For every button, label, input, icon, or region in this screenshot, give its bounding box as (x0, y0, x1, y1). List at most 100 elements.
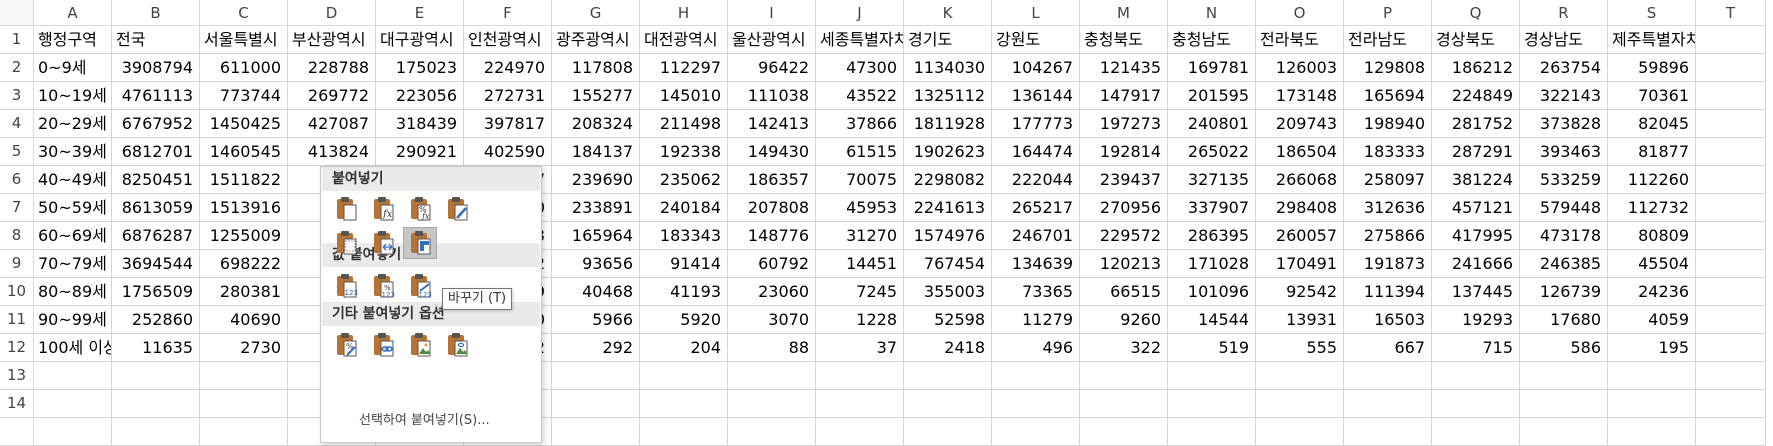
cell[interactable]: 11279 (992, 306, 1080, 334)
cell[interactable]: 229572 (1080, 222, 1168, 250)
cell[interactable]: 세종특별자치시 (816, 26, 904, 54)
cell[interactable]: 496 (992, 334, 1080, 362)
paste-transpose-icon[interactable] (403, 227, 437, 259)
cell[interactable]: 318439 (376, 110, 464, 138)
row-header[interactable]: 14 (0, 390, 34, 418)
cell[interactable]: 20~29세 (34, 110, 112, 138)
cell[interactable]: 96422 (728, 54, 816, 82)
cell[interactable]: 19293 (1432, 306, 1520, 334)
cell[interactable]: 37866 (816, 110, 904, 138)
cell[interactable]: 337907 (1168, 194, 1256, 222)
cell[interactable]: 322143 (1520, 82, 1608, 110)
row-header[interactable]: 7 (0, 194, 34, 222)
cell[interactable]: 145010 (640, 82, 728, 110)
cell[interactable] (1432, 362, 1520, 390)
cell[interactable]: 204 (640, 334, 728, 362)
cell[interactable]: 70075 (816, 166, 904, 194)
cell[interactable]: 100세 이상 (34, 334, 112, 362)
cell[interactable]: 373828 (1520, 110, 1608, 138)
cell[interactable]: 402590 (464, 138, 552, 166)
cell[interactable]: 312636 (1344, 194, 1432, 222)
column-header-P[interactable]: P (1344, 0, 1432, 26)
cell[interactable]: 186357 (728, 166, 816, 194)
cell[interactable]: 1756509 (112, 278, 200, 306)
cell[interactable] (1256, 362, 1344, 390)
cell[interactable] (1696, 306, 1766, 334)
cell[interactable] (640, 390, 728, 418)
cell[interactable]: 16503 (1344, 306, 1432, 334)
cell[interactable]: 73365 (992, 278, 1080, 306)
cell[interactable]: 40690 (200, 306, 288, 334)
cell[interactable] (1080, 390, 1168, 418)
cell[interactable] (1080, 362, 1168, 390)
cell[interactable]: 전라남도 (1344, 26, 1432, 54)
paste-values-icon[interactable]: 123 (329, 270, 363, 302)
cell[interactable] (1520, 362, 1608, 390)
cell[interactable]: 183343 (640, 222, 728, 250)
cell[interactable]: 7245 (816, 278, 904, 306)
cell[interactable]: 50~59세 (34, 194, 112, 222)
cell[interactable]: 155277 (552, 82, 640, 110)
cell[interactable]: 171028 (1168, 250, 1256, 278)
cell[interactable]: 269772 (288, 82, 376, 110)
paste-keep-source-formatting-icon[interactable] (440, 193, 474, 225)
cell[interactable]: 246701 (992, 222, 1080, 250)
column-header-H[interactable]: H (640, 0, 728, 26)
cell[interactable]: 경기도 (904, 26, 992, 54)
paste-no-borders-icon[interactable] (329, 227, 363, 259)
cell[interactable] (728, 418, 816, 446)
cell[interactable] (1696, 166, 1766, 194)
cell[interactable]: 197273 (1080, 110, 1168, 138)
cell[interactable]: 322 (1080, 334, 1168, 362)
cell[interactable]: 93656 (552, 250, 640, 278)
cell[interactable]: 충청북도 (1080, 26, 1168, 54)
cell[interactable] (1432, 390, 1520, 418)
cell[interactable] (992, 390, 1080, 418)
cell[interactable] (992, 418, 1080, 446)
column-header-B[interactable]: B (112, 0, 200, 26)
cell[interactable]: 698222 (200, 250, 288, 278)
cell[interactable] (34, 418, 112, 446)
cell[interactable] (728, 362, 816, 390)
cell[interactable]: 1325112 (904, 82, 992, 110)
cell[interactable]: 235062 (640, 166, 728, 194)
cell[interactable]: 260057 (1256, 222, 1344, 250)
paste-icon[interactable] (329, 193, 363, 225)
cell[interactable]: 427087 (288, 110, 376, 138)
cell[interactable] (640, 362, 728, 390)
cell[interactable] (112, 362, 200, 390)
cell[interactable]: 45504 (1608, 250, 1696, 278)
paste-linked-picture-icon[interactable] (440, 329, 474, 361)
row-header[interactable]: 5 (0, 138, 34, 166)
cell[interactable] (1696, 110, 1766, 138)
cell[interactable]: 186504 (1256, 138, 1344, 166)
cell[interactable]: 126739 (1520, 278, 1608, 306)
cell[interactable]: 1511822 (200, 166, 288, 194)
cell[interactable] (904, 362, 992, 390)
cell[interactable]: 533259 (1520, 166, 1608, 194)
cell[interactable] (816, 418, 904, 446)
cell[interactable]: 3694544 (112, 250, 200, 278)
column-header-K[interactable]: K (904, 0, 992, 26)
cell[interactable]: 246385 (1520, 250, 1608, 278)
cell[interactable]: 417995 (1432, 222, 1520, 250)
cell[interactable]: 173148 (1256, 82, 1344, 110)
cell[interactable]: 5966 (552, 306, 640, 334)
cell[interactable] (1696, 82, 1766, 110)
cell[interactable]: 275866 (1344, 222, 1432, 250)
cell[interactable]: 61515 (816, 138, 904, 166)
cell[interactable]: 381224 (1432, 166, 1520, 194)
cell[interactable]: 경상북도 (1432, 26, 1520, 54)
cell[interactable]: 208324 (552, 110, 640, 138)
row-header[interactable] (0, 418, 34, 446)
cell[interactable]: 252860 (112, 306, 200, 334)
cell[interactable]: 112260 (1608, 166, 1696, 194)
paste-formulas-icon[interactable]: fx (366, 193, 400, 225)
cell[interactable] (1696, 250, 1766, 278)
cell[interactable]: 117808 (552, 54, 640, 82)
cell[interactable]: 280381 (200, 278, 288, 306)
cell[interactable]: 1902623 (904, 138, 992, 166)
cell[interactable]: 제주특별자치도 (1608, 26, 1696, 54)
cell[interactable]: 228788 (288, 54, 376, 82)
cell[interactable]: 11635 (112, 334, 200, 362)
